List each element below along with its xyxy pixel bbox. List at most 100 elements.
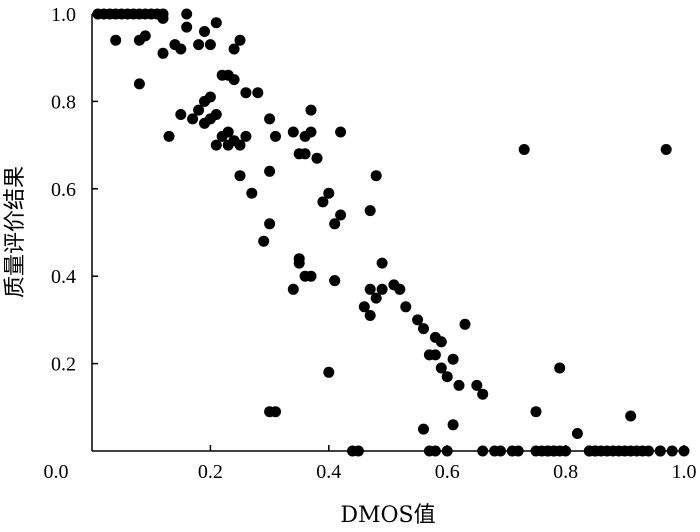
data-point: [193, 104, 205, 116]
data-point: [441, 445, 453, 457]
data-point: [394, 283, 406, 295]
x-tick-label: 0.2: [198, 461, 223, 483]
y-tick-label: 1.0: [51, 4, 76, 26]
x-tick-label: 1.0: [672, 461, 697, 483]
data-point: [329, 275, 341, 287]
data-point: [625, 445, 637, 457]
x-axis-title: DMOS值: [340, 503, 435, 528]
x-tick-label: 0.4: [316, 461, 341, 483]
data-point: [210, 139, 222, 151]
data-point: [133, 78, 145, 90]
data-point: [625, 410, 637, 422]
axes: [91, 14, 684, 452]
data-point: [181, 21, 193, 33]
data-point: [270, 130, 281, 142]
data-point: [204, 91, 216, 103]
data-point: [175, 109, 187, 120]
y-axis-title: 质量评价结果: [3, 166, 28, 298]
x-tick-label: 0.6: [435, 461, 460, 483]
data-point: [435, 362, 447, 374]
data-point: [554, 362, 566, 374]
data-point: [447, 419, 459, 431]
y-tick-label: 0.8: [51, 91, 76, 113]
data-point: [204, 113, 216, 125]
data-point: [264, 406, 276, 418]
tick-labels: 0.2 0.4 0.6 0.8 1.0 0.2 0.4 0.6 0.8 1.0 0.0: [44, 4, 697, 483]
data-point: [252, 87, 264, 99]
data-point: [335, 209, 347, 221]
data-point: [352, 445, 364, 457]
data-point: [199, 26, 210, 37]
data-point: [589, 445, 601, 457]
data-point: [335, 126, 347, 138]
data-point: [660, 144, 672, 155]
data-point: [447, 353, 459, 365]
data-point: [554, 445, 566, 457]
data-point: [400, 301, 412, 313]
data-point: [495, 445, 506, 457]
data-point: [364, 205, 376, 217]
data-point: [412, 314, 424, 326]
data-point: [435, 336, 447, 348]
data-point: [287, 126, 299, 138]
data-point: [240, 87, 252, 99]
data-point: [323, 366, 335, 378]
y-tick-label: 0.2: [51, 354, 76, 376]
data-point: [246, 187, 258, 199]
data-point: [299, 148, 311, 160]
data-point: [193, 39, 205, 51]
data-point: [240, 130, 252, 142]
data-point: [157, 47, 169, 59]
data-point: [459, 318, 471, 330]
data-point: [678, 445, 690, 457]
data-point: [234, 170, 246, 182]
data-point: [453, 379, 465, 391]
y-tick-label: 0.6: [51, 179, 76, 201]
data-point: [376, 257, 388, 269]
data-point: [477, 388, 489, 400]
ticks: [92, 13, 685, 451]
data-point: [175, 43, 187, 55]
data-point: [305, 270, 317, 282]
data-point: [364, 283, 376, 295]
data-point: [637, 445, 649, 457]
data-point: [222, 126, 234, 138]
data-point: [376, 283, 388, 295]
data-point: [264, 113, 276, 125]
data-point: [441, 371, 453, 383]
data-point: [370, 292, 382, 304]
data-point: [287, 283, 299, 295]
data-point: [429, 445, 441, 457]
data-point: [329, 218, 341, 230]
data-point: [530, 406, 542, 418]
data-point: [228, 43, 240, 55]
data-point: [311, 152, 323, 164]
data-point: [323, 187, 335, 199]
data-point: [163, 130, 175, 142]
data-points: [92, 8, 690, 457]
data-point: [477, 445, 489, 457]
data-point: [181, 8, 193, 20]
data-point: [210, 17, 222, 29]
data-point: [305, 104, 317, 116]
data-point: [654, 445, 666, 457]
data-point: [429, 349, 441, 361]
data-point: [258, 235, 270, 247]
data-point: [139, 30, 151, 42]
x-tick-label: 0.8: [553, 461, 578, 483]
data-point: [187, 113, 199, 125]
data-point: [471, 379, 483, 391]
y-tick-label: 0.4: [51, 266, 76, 288]
data-point: [110, 34, 122, 46]
data-point: [358, 301, 370, 313]
data-point: [264, 165, 276, 177]
data-point: [418, 323, 429, 335]
data-point: [512, 445, 524, 457]
data-point: [666, 445, 678, 457]
data-point: [364, 310, 376, 321]
data-point: [305, 126, 317, 138]
data-point: [418, 423, 429, 435]
origin-label: 0.0: [44, 461, 69, 483]
data-point: [293, 257, 305, 269]
